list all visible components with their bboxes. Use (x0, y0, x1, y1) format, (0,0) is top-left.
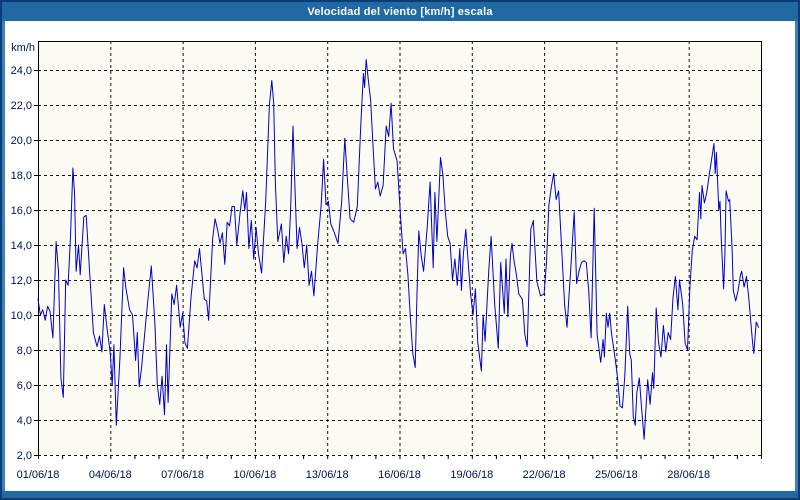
svg-text:22,0: 22,0 (11, 100, 32, 112)
svg-text:2,0: 2,0 (17, 450, 32, 462)
svg-text:13/06/18: 13/06/18 (306, 469, 349, 481)
wind-speed-line (37, 59, 760, 440)
window-title-bar: Velocidad del viento [km/h] escala (2, 2, 798, 21)
svg-text:07/06/18: 07/06/18 (161, 469, 204, 481)
y-axis-labels: 2,0 4,0 6,0 8,0 10,0 12,0 14,0 16,0 18,0 20,0 22,0… (11, 65, 32, 462)
svg-text:20,0: 20,0 (11, 135, 32, 147)
svg-text:4,0: 4,0 (17, 415, 32, 427)
svg-text:6,0: 6,0 (17, 380, 32, 392)
x-axis-labels: 01/06/18 04/06/18 07/06/18 10/06/18 13/06/18… (17, 469, 711, 481)
svg-text:16/06/18: 16/06/18 (378, 469, 421, 481)
svg-text:10/06/18: 10/06/18 (233, 469, 276, 481)
svg-text:8,0: 8,0 (17, 345, 32, 357)
svg-text:12,0: 12,0 (11, 275, 32, 287)
window-title: Velocidad del viento [km/h] escala (307, 5, 493, 18)
svg-text:04/06/18: 04/06/18 (89, 469, 132, 481)
svg-text:14,0: 14,0 (11, 240, 32, 252)
svg-text:10,0: 10,0 (11, 310, 32, 322)
left-frame-edge (2, 21, 5, 491)
right-frame-edge (795, 21, 798, 491)
svg-text:22/06/18: 22/06/18 (523, 469, 566, 481)
bottom-status-bar (2, 491, 798, 498)
svg-text:25/06/18: 25/06/18 (595, 469, 638, 481)
svg-text:24,0: 24,0 (11, 65, 32, 77)
svg-text:18,0: 18,0 (11, 170, 32, 182)
svg-text:19/06/18: 19/06/18 (450, 469, 493, 481)
y-axis-unit-label: km/h (11, 42, 35, 54)
svg-text:28/06/18: 28/06/18 (667, 469, 710, 481)
svg-text:16,0: 16,0 (11, 205, 32, 217)
gridlines (38, 41, 761, 456)
plot-border (38, 41, 762, 455)
axis-ticks (34, 70, 762, 459)
svg-text:01/06/18: 01/06/18 (17, 469, 60, 481)
